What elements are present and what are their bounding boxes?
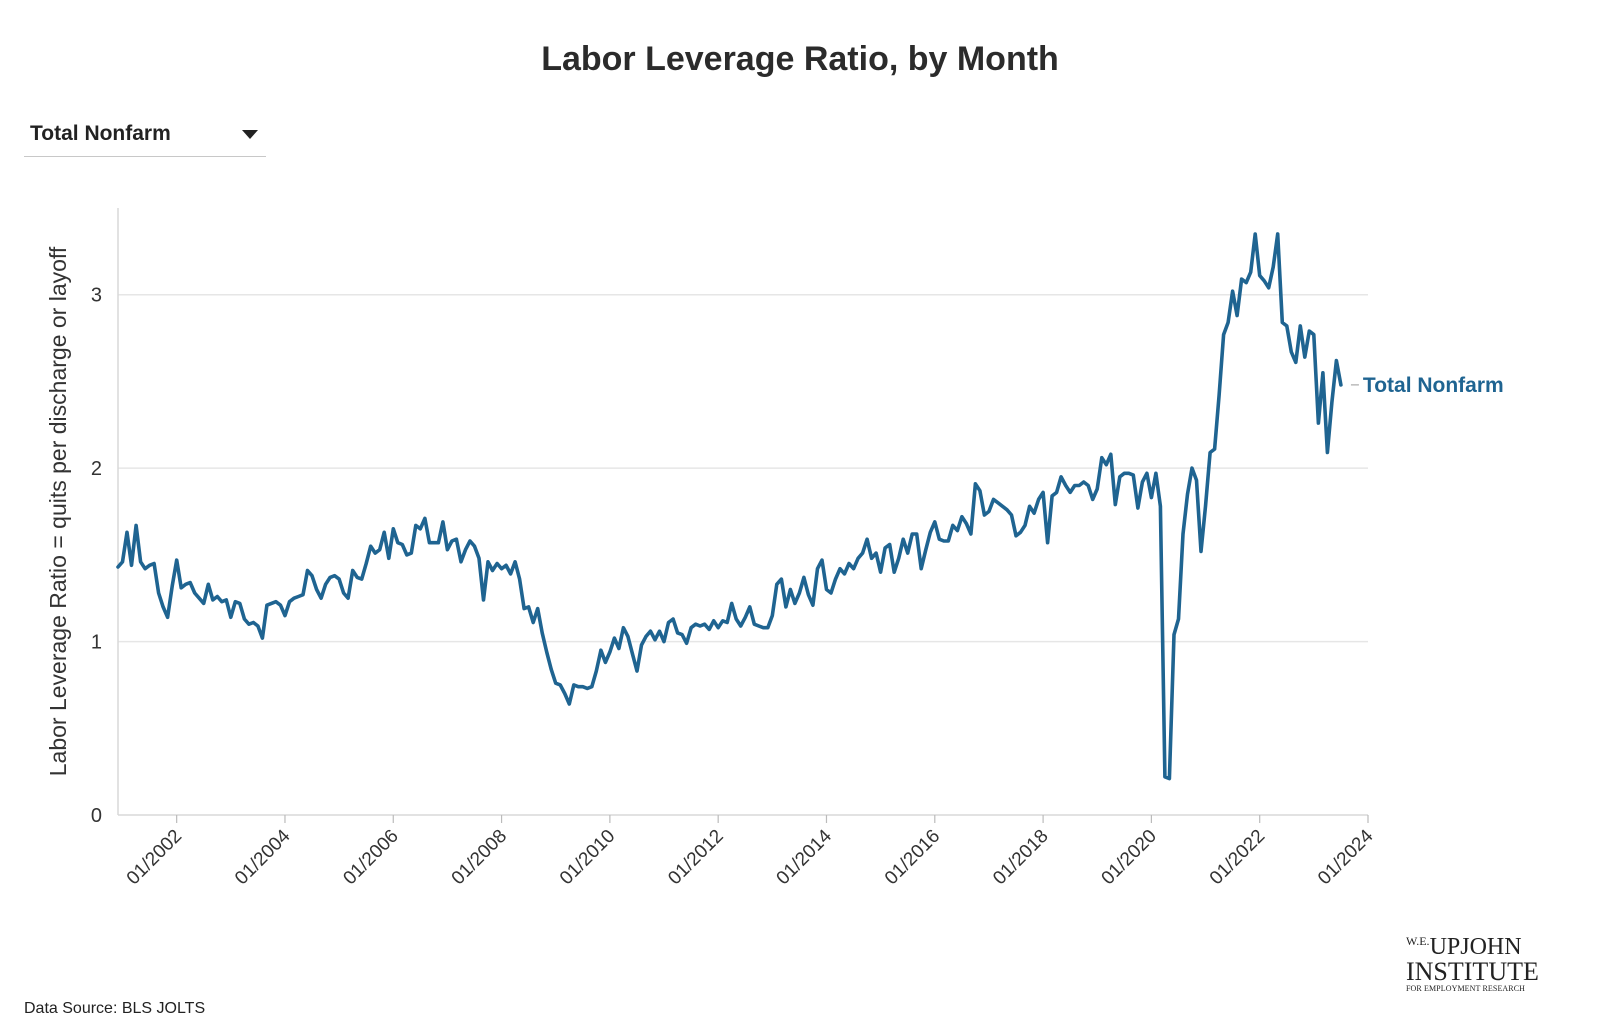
x-tick-label: 01/2014 <box>773 825 837 889</box>
y-tick-label: 2 <box>91 458 102 480</box>
series-layer <box>116 232 1343 781</box>
y-tick-label: 3 <box>91 285 102 307</box>
x-tick-label: 01/2012 <box>664 826 727 889</box>
upjohn-institute-logo: W.E.UPJOHN INSTITUTE FOR EMPLOYMENT RESE… <box>1406 934 1539 993</box>
y-tick-label: 0 <box>91 805 102 827</box>
y-axis-label: Labor Leverage Ratio = quits per dischar… <box>45 246 71 776</box>
data-source-note: Data Source: BLS JOLTS <box>24 1000 206 1017</box>
axes: 0 1 2 3 01/2002 01/2004 01/2006 01/2008 01/2010 0… <box>45 208 1378 889</box>
x-tick-label: 01/2006 <box>339 826 402 889</box>
series-select-dropdown[interactable]: Total Nonfarm <box>24 118 266 157</box>
x-tick-label: 01/2022 <box>1206 826 1269 889</box>
x-tick-label: 01/2010 <box>556 826 619 889</box>
labels: Total Nonfarm <box>1350 374 1504 397</box>
series-line-total-nonfarm <box>116 232 1343 781</box>
chart-title: Labor Leverage Ratio, by Month <box>541 40 1059 78</box>
x-tick-label: 01/2004 <box>231 825 295 889</box>
y-tick-label: 1 <box>91 632 102 654</box>
x-tick-label: 01/2016 <box>881 826 944 889</box>
x-tick-label: 01/2024 <box>1314 825 1378 889</box>
x-tick-label: 01/2008 <box>448 826 511 889</box>
x-tick-label: 01/2018 <box>989 826 1052 889</box>
caret-down-icon <box>242 130 258 139</box>
dropdown-selected-value: Total Nonfarm <box>30 122 171 145</box>
x-tick-label: 01/2020 <box>1098 826 1161 889</box>
gridlines <box>118 293 1368 643</box>
x-tick-label: 01/2002 <box>123 826 186 889</box>
series-end-label: Total Nonfarm <box>1363 374 1504 397</box>
